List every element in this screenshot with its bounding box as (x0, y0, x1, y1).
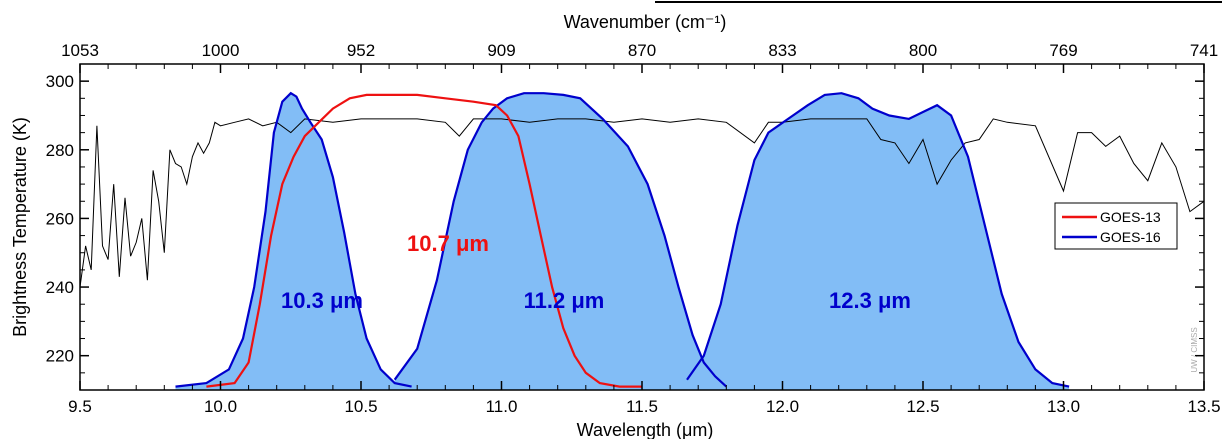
x-tick-label: 9.5 (68, 397, 92, 416)
x2-tick-label: 833 (768, 41, 796, 60)
band-label-10-7: 10.7 μm (407, 231, 489, 256)
goes-16-band-fill-2 (394, 93, 727, 390)
band-label-11-2: 11.2 μm (524, 288, 605, 313)
x2-axis-title: Wavenumber (cm⁻¹) (564, 12, 727, 32)
spectrum-line (79, 118, 1205, 288)
band-label-10-3: 10.3 μm (281, 288, 363, 313)
x-tick-label: 10.0 (204, 397, 237, 416)
x2-tick-label: 769 (1049, 41, 1077, 60)
y-tick-label: 300 (46, 72, 74, 91)
x2-tick-label: 1053 (61, 41, 99, 60)
y-tick-label: 280 (46, 141, 74, 160)
y-tick-label: 260 (46, 209, 74, 228)
x-tick-label: 11.5 (626, 397, 658, 416)
x-tick-label: 13.0 (1047, 397, 1080, 416)
y-tick-label: 240 (46, 278, 74, 297)
x-tick-label: 10.5 (344, 397, 377, 416)
x-tick-label: 11.0 (486, 397, 518, 416)
x2-tick-label: 909 (487, 41, 515, 60)
legend-label-goes-13: GOES-13 (1100, 209, 1161, 225)
legend-label-goes-16: GOES-16 (1100, 229, 1161, 245)
goes-16-band-line-2 (393, 92, 728, 388)
legend: GOES-13 GOES-16 (1054, 202, 1178, 250)
x-axis-title: Wavelength (μm) (577, 420, 714, 439)
goes-13-line (206, 93, 642, 388)
y-axis-title: Brightness Temperature (K) (10, 117, 30, 337)
plot-area (79, 91, 1205, 390)
y-tick-label: 220 (46, 347, 74, 366)
goes-16-band-fill-1 (175, 93, 412, 390)
x2-tick-label: 741 (1190, 41, 1218, 60)
axis-ticks (79, 64, 1205, 390)
x2-tick-label: 1000 (202, 41, 240, 60)
goes-16-band-line-3 (686, 92, 1070, 388)
goes-16-band-line-1 (175, 91, 412, 388)
band-label-12-3: 12.3 μm (829, 288, 911, 313)
x2-tick-label: 800 (909, 41, 937, 60)
x2-tick-label: 952 (347, 41, 375, 60)
goes-16-band-fill-3 (687, 93, 1070, 390)
x-tick-label: 12.5 (906, 397, 939, 416)
credit-watermark: UW / CIMSS (1190, 327, 1199, 372)
x-tick-label: 12.0 (766, 397, 799, 416)
x2-tick-label: 870 (628, 41, 656, 60)
x-tick-label: 13.5 (1187, 397, 1220, 416)
legend-box (1054, 202, 1178, 250)
